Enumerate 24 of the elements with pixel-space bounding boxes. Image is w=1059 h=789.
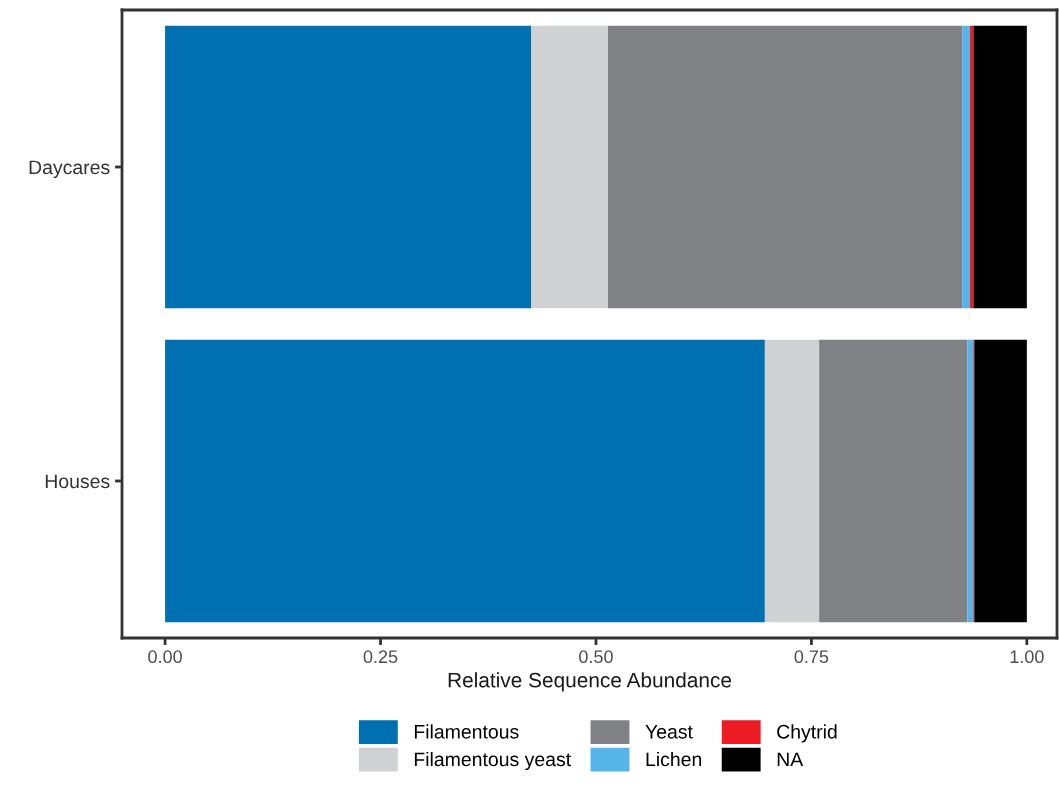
x-axis-title: Relative Sequence Abundance [448,672,732,692]
x-tick-label: 0.00 [148,650,182,664]
legend-label: Lichen [646,751,702,767]
legend-label: NA [777,752,804,767]
bar [165,339,765,623]
x-tick-label: 0.75 [794,650,829,664]
bar [608,25,963,309]
y-tick-label: Daycares [29,160,110,179]
legend-label: Yeast [645,725,693,739]
legend-label: Chytrid [777,724,837,743]
bar [819,339,968,623]
bar [973,25,1027,309]
bar [967,339,974,623]
x-tick-label: 0.50 [579,650,613,664]
x-tick-label: 1.00 [1010,650,1044,664]
x-tick-label: 0.25 [363,650,398,664]
bar [165,25,532,309]
bar [764,339,820,623]
legend-label: Filamentous [414,724,519,739]
bar [974,339,1027,623]
legend-label: Filamentous yeast [414,751,571,771]
y-tick-label: Houses [45,474,110,489]
bar [962,25,970,309]
bar [531,25,609,309]
